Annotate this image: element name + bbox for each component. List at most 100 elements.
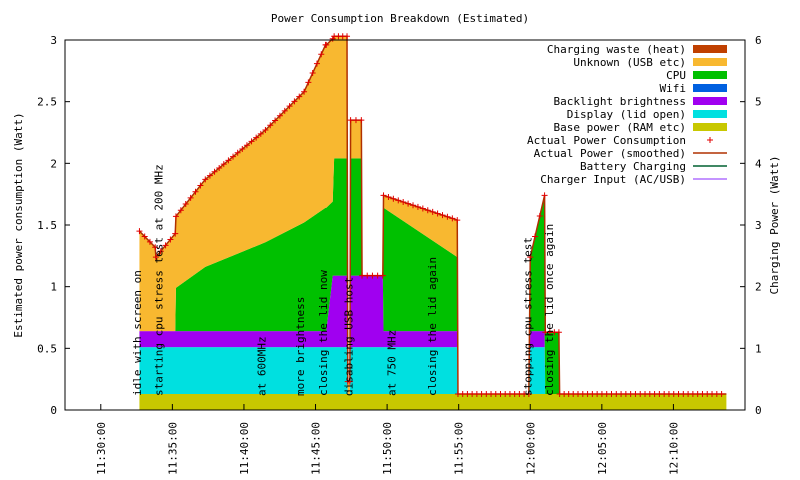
annotation-label: at 600MHz — [255, 336, 268, 396]
actual-power-point — [434, 210, 441, 217]
actual-power-point — [262, 127, 269, 134]
actual-power-point — [410, 202, 417, 209]
actual-power-point — [313, 60, 320, 67]
area-backlight-brightness — [139, 275, 727, 394]
actual-power-point — [187, 194, 194, 201]
actual-power-point — [157, 248, 164, 255]
actual-power-point — [347, 117, 354, 124]
actual-power-point — [281, 107, 288, 114]
area-base-power-ram-etc- — [139, 393, 727, 410]
actual-power-point — [257, 130, 264, 137]
legend-label: Display (lid open) — [567, 108, 686, 121]
actual-power-point — [267, 122, 274, 129]
annotations: idle with screen on starting cpu stress t… — [131, 164, 556, 396]
y-tick-label: 0 — [50, 404, 57, 417]
x-tick-label: 12:10:00 — [667, 422, 680, 475]
actual-power-point — [216, 164, 223, 171]
annotation-label: at 750 MHz — [386, 330, 399, 396]
legend-label: Actual Power Consumption — [527, 134, 686, 147]
actual-power-point — [555, 329, 562, 336]
actual-power-point — [286, 103, 293, 110]
actual-power-point — [239, 146, 246, 153]
legend-swatch — [693, 71, 727, 79]
actual-power-point — [414, 203, 421, 210]
legend-label: Charging waste (heat) — [547, 43, 686, 56]
chart-title: Power Consumption Breakdown (Estimated) — [271, 12, 529, 25]
actual-power-point — [536, 212, 543, 219]
legend-label: Unknown (USB etc) — [573, 56, 686, 69]
actual-power-point — [172, 213, 179, 220]
actual-power-point — [449, 215, 456, 222]
actual-power-point — [359, 272, 366, 279]
actual-power-point — [225, 157, 232, 164]
legend-swatch — [693, 45, 727, 53]
actual-power-point — [374, 272, 381, 279]
area-cpu — [139, 158, 727, 394]
actual-power-point — [177, 207, 184, 214]
actual-power-point — [385, 194, 392, 201]
actual-power-point — [309, 70, 316, 77]
actual-power-point — [439, 212, 446, 219]
actual-power-point — [454, 217, 461, 224]
actual-power-point — [253, 134, 260, 141]
actual-power-point — [323, 41, 330, 48]
actual-power-point — [230, 153, 237, 160]
actual-power-point — [167, 236, 174, 243]
actual-power-point — [197, 182, 204, 189]
legend-label: Backlight brightness — [554, 95, 686, 108]
actual-power-point — [172, 230, 179, 237]
actual-power-point — [305, 79, 312, 86]
actual-power-point — [527, 254, 534, 261]
annotation-label: closing the lid once again — [543, 224, 556, 396]
actual-power-point — [202, 176, 209, 183]
x-tick-label: 11:45:00 — [310, 422, 323, 475]
actual-power-point — [276, 112, 283, 119]
y2-axis-label: Charging Power (Watt) — [768, 155, 781, 294]
actual-power-point — [136, 228, 143, 235]
actual-power-point — [525, 390, 532, 397]
legend-label: CPU — [666, 69, 686, 82]
legend-swatch — [693, 84, 727, 92]
actual-power-point — [364, 272, 371, 279]
x-tick-label: 11:30:00 — [95, 422, 108, 475]
x-tick-label: 11:40:00 — [238, 422, 251, 475]
actual-power-point — [541, 192, 548, 199]
legend-label: Wifi — [660, 82, 687, 95]
stacked-areas — [139, 36, 727, 410]
y2-tick-label: 6 — [755, 34, 762, 47]
actual-power-points — [136, 33, 727, 397]
y-tick-label: 2 — [50, 157, 57, 170]
legend-label: Actual Power (smoothed) — [534, 147, 686, 160]
y2-tick-label: 5 — [755, 96, 762, 109]
actual-power-point — [380, 192, 387, 199]
actual-power-point — [369, 272, 376, 279]
legend: Charging waste (heat)Unknown (USB etc)CP… — [527, 43, 727, 186]
actual-power-point — [419, 205, 426, 212]
actual-power-point — [296, 93, 303, 100]
y2-tick-label: 4 — [755, 157, 762, 170]
actual-power-point — [272, 117, 279, 124]
actual-power-point — [234, 149, 241, 156]
actual-power-point — [291, 98, 298, 105]
actual-power-point — [405, 200, 412, 207]
y-tick-label: 1 — [50, 281, 57, 294]
actual-power-point — [424, 207, 431, 214]
legend-swatch — [707, 137, 713, 143]
actual-power-point — [346, 378, 353, 385]
x-tick-label: 11:35:00 — [166, 422, 179, 475]
actual-power-point — [532, 233, 539, 240]
actual-power-point — [352, 117, 359, 124]
actual-power-point — [243, 142, 250, 149]
annotation-label: disabling USB host — [343, 277, 356, 396]
legend-label: Battery Charging — [580, 160, 686, 173]
actual-power-point — [318, 51, 325, 58]
y-tick-label: 2.5 — [37, 96, 57, 109]
y-axis-label: Estimated power consumption (Watt) — [12, 112, 25, 337]
actual-power-point — [211, 168, 218, 175]
actual-power-point — [182, 201, 189, 208]
actual-power-point — [220, 161, 227, 168]
actual-power-point — [141, 233, 148, 240]
actual-power-point — [152, 254, 159, 261]
y-tick-label: 3 — [50, 34, 57, 47]
actual-power-point — [146, 238, 153, 245]
